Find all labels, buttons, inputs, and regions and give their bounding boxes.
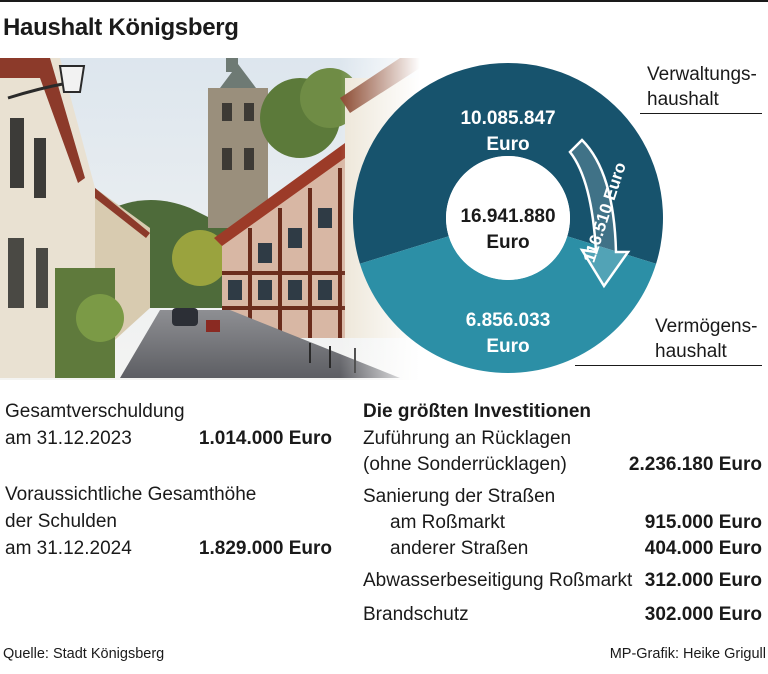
inv-2a-label: am Roßmarkt [390,512,506,533]
inv-2b-label: anderer Straßen [390,538,529,559]
inv-4-value: 302.000 Euro [644,604,762,625]
center-total-value: 16.941.880 [460,206,555,227]
inv-3-label: Abwasserbeseitigung Roßmarkt [363,570,633,591]
inv-1-line2: (ohne Sonderrücklagen) [363,454,567,475]
center-total-unit: Euro [486,232,529,253]
inv-3-value: 312.000 Euro [644,570,762,591]
inv-2b-value: 404.000 Euro [644,538,762,559]
inv-1-line1: Zuführung an Rücklagen [363,428,572,449]
debt-2-line1: Voraussichtliche Gesamthöhe [5,484,257,505]
debt-2-line2: der Schulden [5,511,117,532]
label-vermoegenshaushalt-line2: haushalt [655,341,727,362]
debt-1-line2: am 31.12.2023 [5,428,132,449]
credit-note: MP-Grafik: Heike Grigull [609,646,766,662]
top-rule [0,0,768,2]
segment-0-value: 10.085.847 [460,108,555,129]
segment-vermoegenshaushalt [359,236,657,373]
rule-vermoegenshaushalt [575,365,762,366]
rule-verwaltungshaushalt [640,113,762,114]
label-verwaltungshaushalt: Verwaltungs- haushalt [647,62,757,112]
investments-heading: Die größten Investitionen [363,401,592,422]
label-vermoegenshaushalt: Vermögens- haushalt [655,314,757,364]
segment-verwaltungshaushalt [353,62,663,264]
budget-donut-chart: 10.085.847 Euro 6.856.033 Euro 16.941.88… [353,62,663,373]
donut-hole [446,156,570,280]
page-title: Haushalt Königsberg [3,14,239,41]
transfer-arrow-icon [568,138,631,289]
segment-0-unit: Euro [486,134,529,155]
inv-2a-value: 915.000 Euro [644,512,762,533]
inv-1-value: 2.236.180 Euro [628,454,762,475]
label-verwaltungshaushalt-line1: Verwaltungs- [647,64,757,85]
segment-1-unit: Euro [486,336,529,357]
inv-2-heading: Sanierung der Straßen [363,486,556,507]
debt-1-line1: Gesamtverschuldung [5,401,185,422]
label-verwaltungshaushalt-line2: haushalt [647,89,719,110]
debt-2-line3: am 31.12.2024 [5,538,132,559]
segment-1-value: 6.856.033 [466,310,551,331]
debt-1-value: 1.014.000 Euro [198,428,332,449]
inv-4-label: Brandschutz [363,604,469,625]
debt-2-value: 1.829.000 Euro [198,538,332,559]
label-vermoegenshaushalt-line1: Vermögens- [655,316,758,337]
source-note: Quelle: Stadt Königsberg [3,646,165,662]
